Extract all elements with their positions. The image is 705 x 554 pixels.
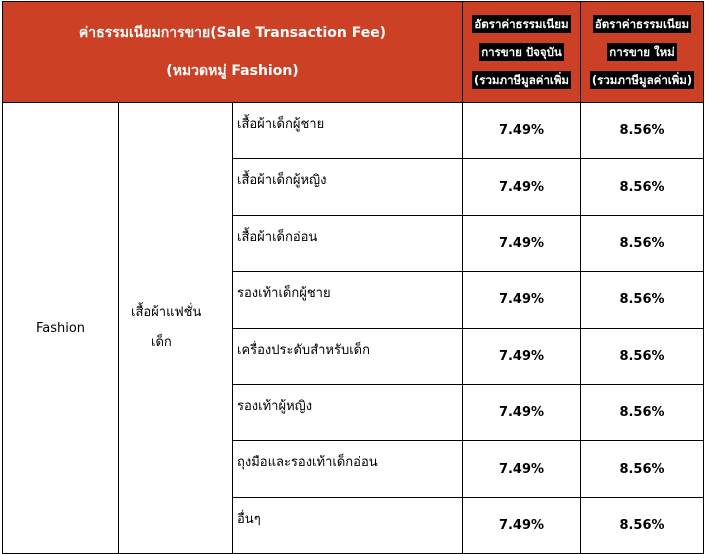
table-row: รองเท้าเด็กผู้ชาย 7.49% 8.56% [3, 271, 705, 329]
current-rate-line-2: การขาย ปัจจุบัน [479, 43, 564, 61]
item-cell: เสื้อผ้าเด็กอ่อน [231, 214, 464, 273]
item-cell: เสื้อผ้าเด็กผู้หญิง [231, 158, 464, 216]
subcategory-line-1: เสื้อผ้าแฟชั่น [131, 305, 202, 321]
current-rate-header: อัตราค่าธรรมเนียม การขาย ปัจจุบัน (รวมภา… [462, 1, 582, 103]
table-row: เสื้อผ้าเด็กอ่อน 7.49% 8.56% [3, 214, 705, 273]
item-cell: เครื่องประดับสำหรับเด็ก [231, 327, 464, 385]
current-rate-line-3: (รวมภาษีมูลค่าเพิ่ม [472, 71, 571, 89]
current-rate-cell: 7.49% [462, 101, 582, 160]
current-rate-cell: 7.49% [462, 158, 582, 216]
subcategory-line-2: เด็ก [151, 335, 172, 351]
current-rate-cell: 7.49% [462, 440, 582, 498]
table-row: เครื่องประดับสำหรับเด็ก 7.49% 8.56% [3, 327, 705, 385]
new-rate-cell: 8.56% [580, 101, 705, 160]
fee-title-header: ค่าธรรมเนียมการขาย(Sale Transaction Fee)… [1, 1, 464, 103]
item-cell: อื่นๆ [231, 496, 464, 554]
current-rate-line-1: อัตราค่าธรรมเนียม [472, 15, 571, 33]
item-cell: ถุงมือและรองเท้าเด็กอ่อน [231, 440, 464, 498]
table-row: เสื้อผ้าเด็กผู้หญิง 7.49% 8.56% [3, 158, 705, 216]
current-rate-cell: 7.49% [462, 214, 582, 273]
title-line-2: (หมวดหมู่ Fashion) [166, 63, 299, 79]
current-rate-cell: 7.49% [462, 271, 582, 329]
new-rate-cell: 8.56% [580, 383, 705, 442]
new-rate-cell: 8.56% [580, 440, 705, 498]
header-row: ค่าธรรมเนียมการขาย(Sale Transaction Fee)… [1, 1, 705, 103]
new-rate-cell: 8.56% [580, 496, 705, 554]
current-rate-cell: 7.49% [462, 327, 582, 385]
table-row: Fashion เสื้อผ้าแฟชั่น เด็ก เสื้อผ้าเด็กผู้… [2, 101, 705, 554]
new-rate-cell: 8.56% [580, 158, 705, 216]
current-rate-cell: 7.49% [462, 496, 582, 554]
new-rate-line-2: การขาย ใหม่ [607, 43, 677, 61]
table-row: รองเท้าผู้หญิง 7.49% 8.56% [3, 383, 705, 442]
item-cell: รองเท้าเด็กผู้ชาย [231, 271, 464, 329]
category-cell: Fashion [2, 101, 119, 554]
item-cell: รองเท้าผู้หญิง [231, 383, 464, 442]
new-rate-cell: 8.56% [580, 271, 705, 329]
subcategory-cell: เสื้อผ้าแฟชั่นเด็ก [118, 101, 233, 554]
current-rate-cell: 7.49% [462, 383, 582, 442]
new-rate-line-1: อัตราค่าธรรมเนียม [592, 15, 692, 33]
category-label: Fashion [35, 320, 86, 336]
new-rate-header: อัตราค่าธรรมเนียม การขาย ใหม่ (รวมภาษีมู… [580, 1, 705, 103]
new-rate-line-3: (รวมภาษีมูลค่าเพิ่ม) [589, 71, 695, 89]
title-line-1: ค่าธรรมเนียมการขาย(Sale Transaction Fee) [78, 25, 387, 41]
new-rate-cell: 8.56% [580, 214, 705, 273]
item-cell: เสื้อผ้าเด็กผู้ชาย [231, 101, 464, 160]
new-rate-cell: 8.56% [580, 327, 705, 385]
